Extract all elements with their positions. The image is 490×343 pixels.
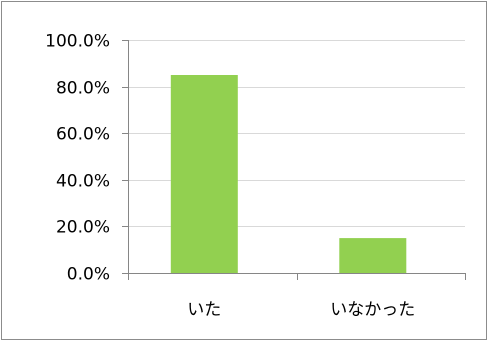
y-tick-label-5: 100.0% xyxy=(45,32,110,52)
y-tick-label-0: 0.0% xyxy=(67,265,110,285)
y-tick-label-4: 80.0% xyxy=(56,79,110,99)
labels: 0.0% 20.0% 40.0% 60.0% 80.0% 100.0% いた いなかった xyxy=(45,32,415,321)
x-category-label-1: いなかった xyxy=(330,300,415,320)
bar-0 xyxy=(170,75,238,273)
bar-1 xyxy=(339,238,407,273)
y-tick-label-2: 40.0% xyxy=(56,172,110,192)
bars xyxy=(170,75,407,273)
axes xyxy=(122,40,466,280)
x-category-label-0: いた xyxy=(187,300,221,320)
y-tick-label-3: 60.0% xyxy=(56,125,110,145)
y-tick-label-1: 20.0% xyxy=(56,218,110,238)
